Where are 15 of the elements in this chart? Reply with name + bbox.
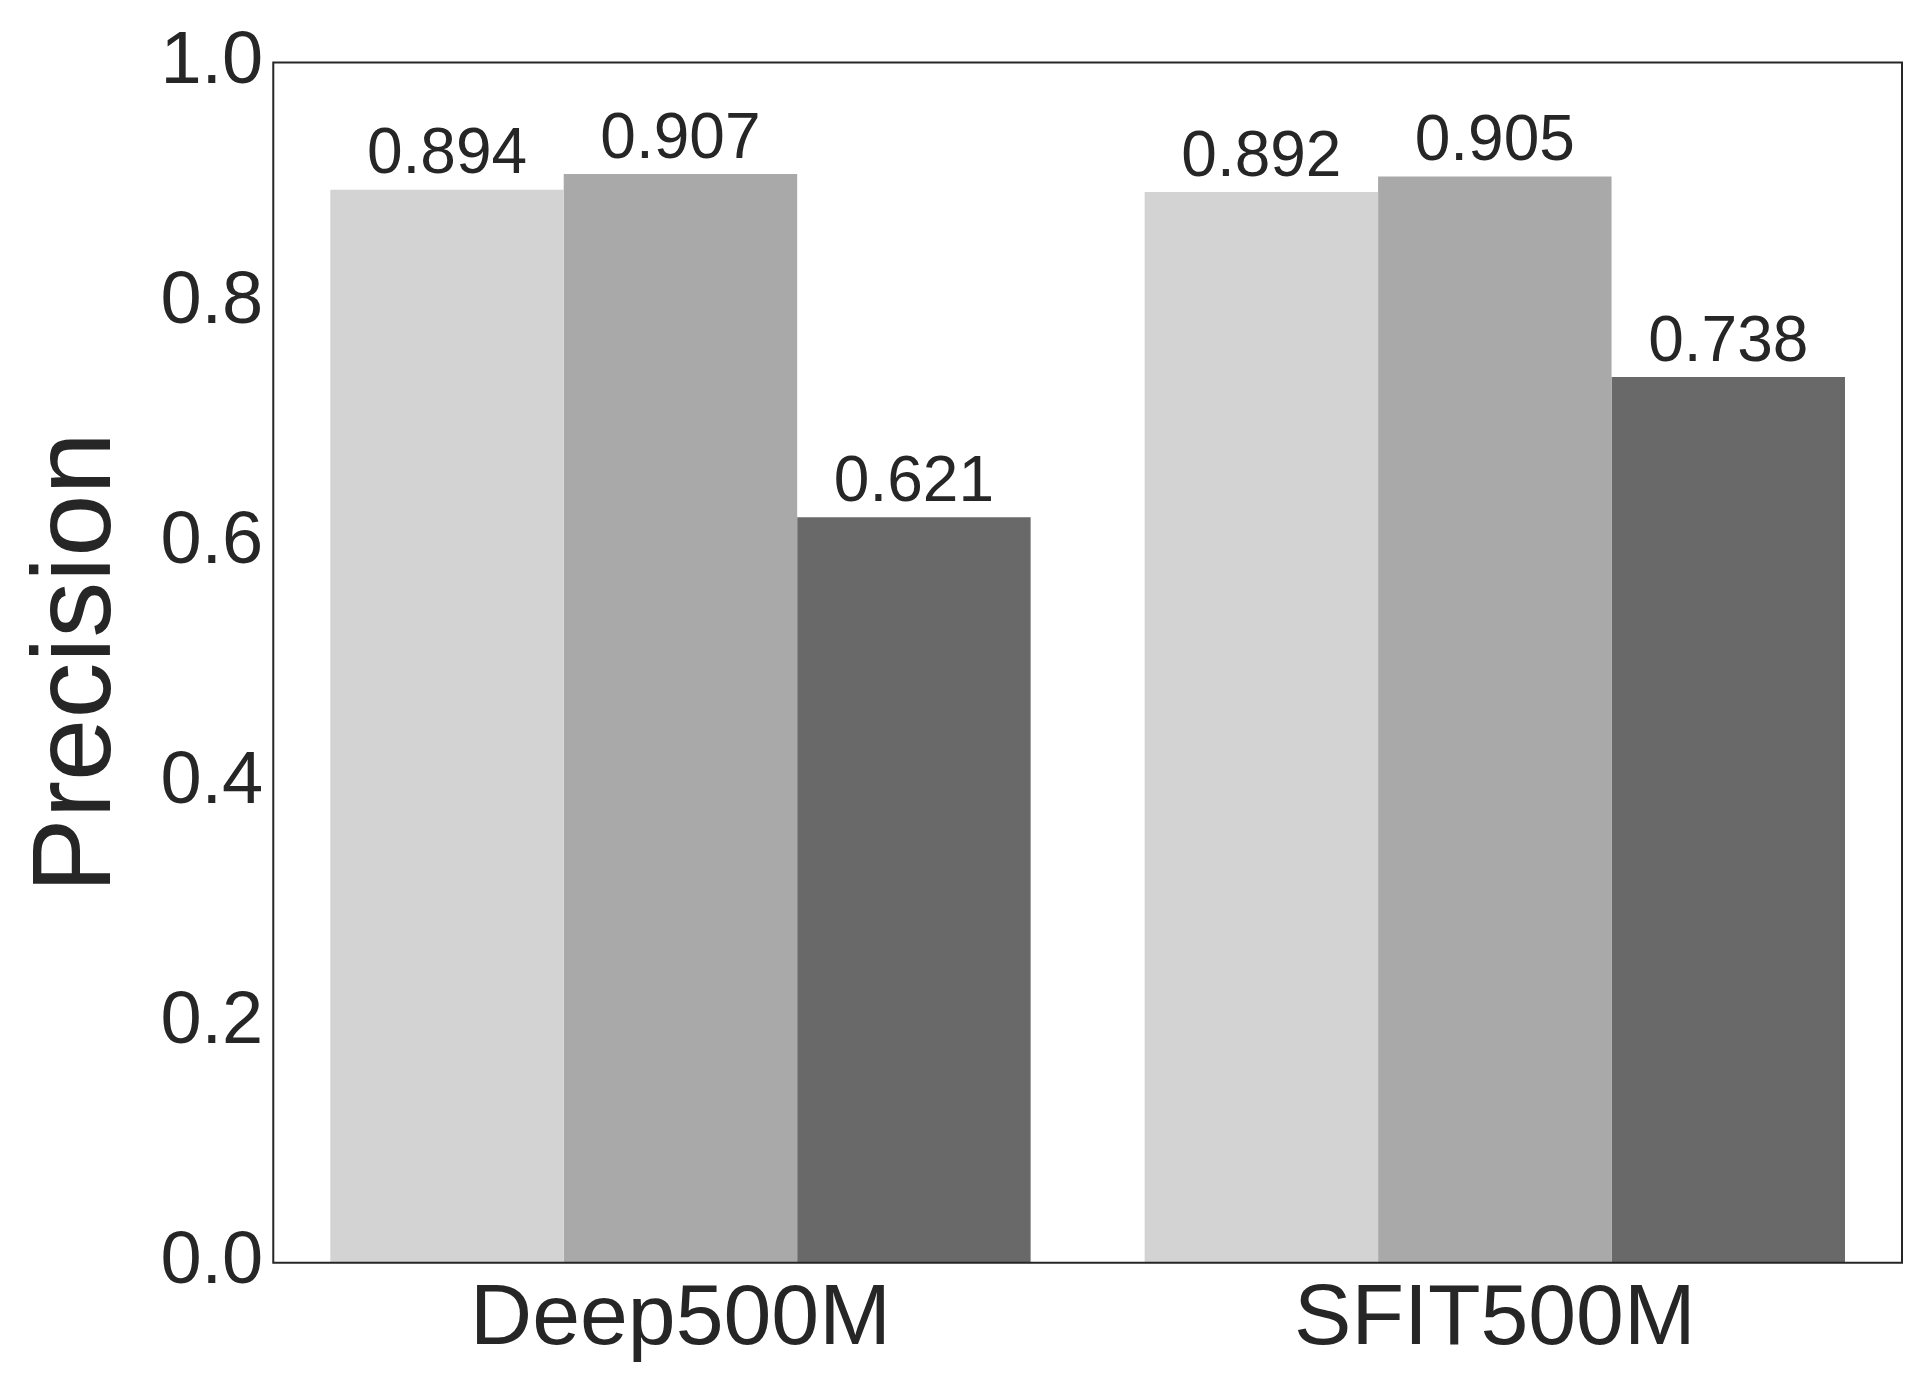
y-tick-label: 1.0 xyxy=(160,15,264,99)
data-label: 0.905 xyxy=(1414,102,1575,175)
y-tick-label: 0.6 xyxy=(160,495,264,579)
data-label: 0.894 xyxy=(366,115,528,188)
x-tick-label: SFIT500M xyxy=(1294,1266,1696,1363)
y-tick-label: 0.0 xyxy=(160,1216,264,1300)
data-label: 0.621 xyxy=(833,442,994,515)
y-axis-title: Precision xyxy=(9,432,135,893)
x-tick-label: Deep500M xyxy=(470,1266,891,1363)
data-label: 0.892 xyxy=(1181,117,1342,190)
y-tick-label: 0.4 xyxy=(160,736,264,820)
data-label: 0.738 xyxy=(1648,302,1809,375)
y-tick-label: 0.2 xyxy=(160,976,264,1060)
y-tick-label: 0.8 xyxy=(160,255,264,339)
data-label: 0.907 xyxy=(600,99,761,172)
